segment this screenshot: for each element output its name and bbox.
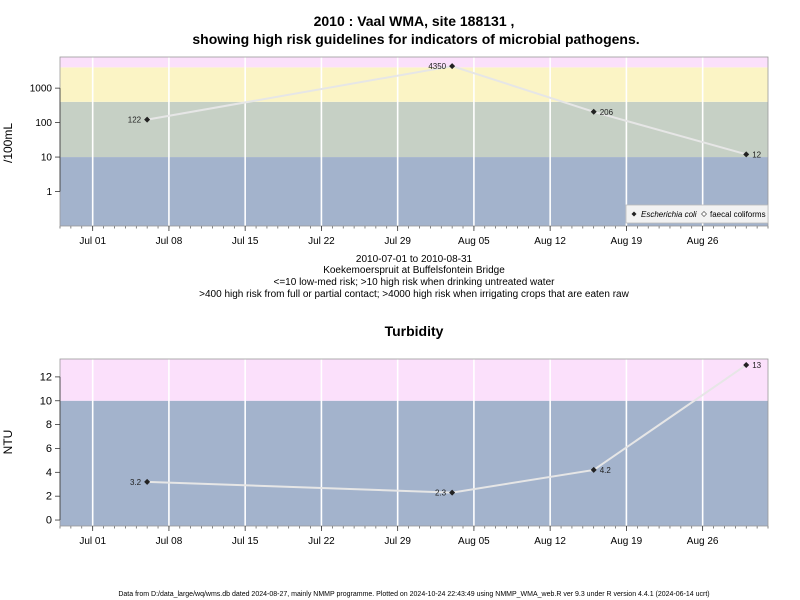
chart1-ylabel: /100mL [1, 123, 15, 163]
x-tick-label: Jul 22 [308, 536, 335, 547]
chart2-axes: Jul 01 Jul 08 Jul 15 Jul 22 Jul 29 Aug 05 Aug … [40, 358, 769, 547]
x-tick-label: Aug 26 [687, 536, 719, 547]
x-tick-label: Aug 19 [611, 536, 643, 547]
x-tick-label: Aug 05 [458, 236, 490, 247]
data-point [590, 108, 597, 115]
y-tick-label: 6 [46, 443, 52, 455]
series-line [146, 65, 747, 156]
y-tick-label: 4 [46, 467, 52, 479]
y-tick-label: 10 [40, 395, 52, 407]
data-point [590, 466, 597, 473]
x-tick-label: Aug 05 [458, 536, 490, 547]
data-label: 3.2 [130, 478, 142, 487]
chart2-series-lines [147, 364, 747, 494]
caption-line-4: >400 high risk from full or partial cont… [199, 289, 629, 300]
x-tick-label: Aug 12 [534, 536, 566, 547]
guideline-band [60, 400, 768, 526]
data-point [743, 361, 750, 368]
caption-line-1: 2010-07-01 to 2010-08-31 [356, 254, 473, 265]
x-tick-label: Jul 15 [232, 236, 259, 247]
legend-ecoli-label: Escherichia coli [641, 210, 697, 219]
data-label: 13 [752, 361, 761, 370]
data-point [449, 489, 456, 496]
chart1-legend: Escherichia coli faecal coliforms [625, 204, 769, 224]
data-point [144, 478, 151, 485]
data-label: 206 [600, 108, 614, 117]
legend-ecoli-marker [631, 211, 637, 217]
x-tick-label: Jul 08 [156, 536, 183, 547]
x-tick-label: Jul 08 [156, 236, 183, 247]
y-tick-label: 100 [35, 118, 52, 129]
caption-line-2: Koekemoerspruit at Buffelsfontein Bridge [323, 265, 505, 276]
chart2-ylabel: NTU [1, 430, 15, 455]
footer-note: Data from D:/data_large/wq/wms.db dated … [118, 591, 709, 598]
chart1-title-line1: 2010 : Vaal WMA, site 188131 , [314, 13, 515, 29]
x-tick-label: Aug 26 [687, 236, 719, 247]
guideline-band [60, 359, 768, 401]
y-tick-label: 1 [46, 187, 52, 198]
y-tick-label: 8 [46, 419, 52, 431]
data-point [144, 116, 151, 123]
data-label: 2.3 [435, 489, 447, 498]
chart2-title: Turbidity [385, 323, 444, 339]
chart1-title-line2: showing high risk guidelines for indicat… [192, 31, 639, 47]
y-tick-label: 1000 [30, 84, 53, 95]
chart1-series-lines [146, 65, 747, 156]
data-label: 12 [752, 150, 761, 159]
x-tick-label: Jul 01 [79, 536, 106, 547]
y-tick-label: 12 [40, 371, 52, 383]
legend-faecal-label: faecal coliforms [710, 210, 766, 219]
x-tick-label: Jul 22 [308, 236, 335, 247]
data-label: 4.2 [600, 466, 612, 475]
x-tick-label: Jul 01 [79, 236, 106, 247]
data-point [449, 63, 456, 70]
data-label: 4350 [428, 62, 446, 71]
x-tick-label: Jul 15 [232, 536, 259, 547]
guideline-band [60, 101, 768, 158]
x-tick-label: Aug 19 [611, 236, 643, 247]
x-tick-label: Aug 12 [534, 236, 566, 247]
data-label: 122 [128, 116, 142, 125]
y-tick-label: 2 [46, 491, 52, 503]
chart1-gridlines [91, 57, 704, 226]
legend-box [625, 204, 769, 224]
chart2-points: 3.2 2.3 4.2 13 [130, 361, 762, 498]
guideline-band [60, 57, 768, 68]
series-line [147, 364, 747, 494]
y-tick-label: 0 [46, 515, 52, 527]
chart2-guideline-bands [60, 359, 768, 526]
caption-line-3: <=10 low-med risk; >10 high risk when dr… [274, 277, 556, 288]
chart1-axes: Jul 01 Jul 08 Jul 15 Jul 22 Jul 29 Aug 05 Aug … [30, 56, 769, 247]
x-tick-label: Jul 29 [384, 236, 411, 247]
y-tick-label: 10 [41, 153, 53, 164]
chart1-points: 122 4350 206 12 [128, 62, 762, 159]
x-tick-label: Jul 29 [384, 536, 411, 547]
legend-faecal-marker [701, 211, 707, 217]
chart2-gridlines [91, 359, 704, 526]
chart1-guideline-bands [60, 57, 768, 226]
data-point [743, 151, 750, 158]
